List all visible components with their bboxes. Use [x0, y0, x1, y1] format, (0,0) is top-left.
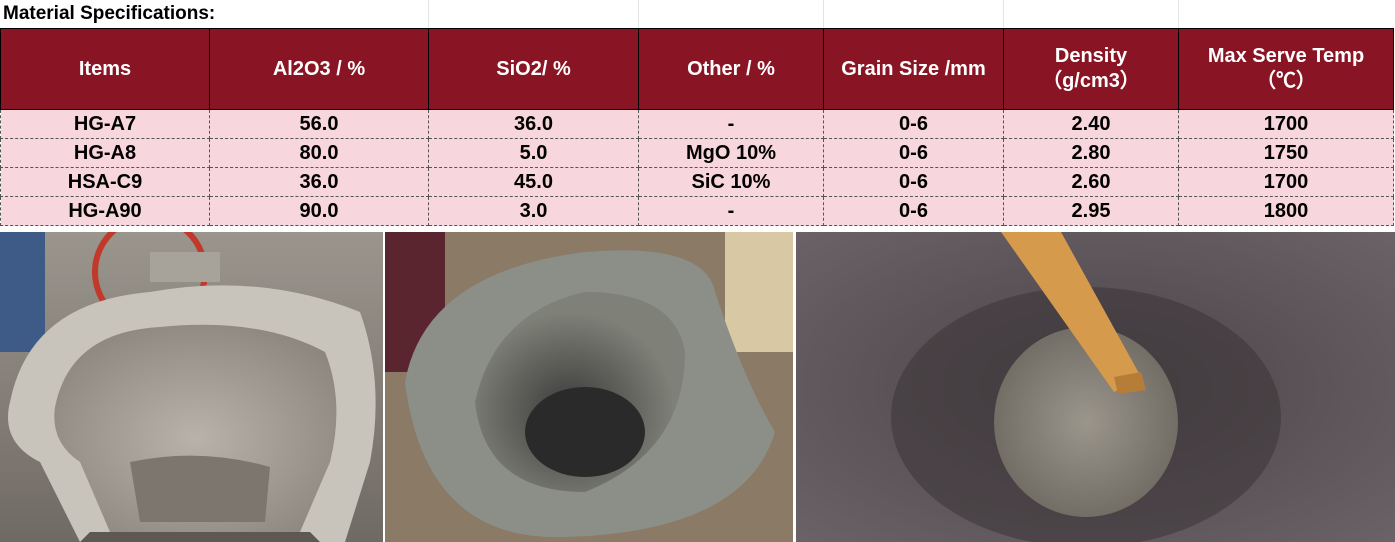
header-grain-size: Grain Size /mm	[823, 28, 1004, 110]
cell-item: HG-A90	[0, 196, 210, 226]
cell-density: 2.80	[1003, 138, 1179, 168]
cell-item: HG-A8	[0, 138, 210, 168]
header-density-label: Density	[1054, 45, 1128, 67]
grid-line	[823, 0, 824, 28]
header-al2o3: Al2O3 / %	[209, 28, 429, 110]
sheet-title: Material Specifications:	[3, 3, 216, 24]
cell-sio2: 5.0	[428, 138, 639, 168]
cell-grain-size: 0-6	[823, 196, 1004, 226]
header-density-unit: （g/cm3）	[1042, 70, 1140, 92]
cell-max-temp: 1700	[1178, 109, 1394, 139]
cell-grain-size: 0-6	[823, 109, 1004, 139]
cell-other: MgO 10%	[638, 138, 824, 168]
table-row: HG-A90 90.0 3.0 - 0-6 2.95 1800	[0, 196, 1394, 226]
header-items: Items	[0, 28, 210, 110]
header-density: Density （g/cm3）	[1003, 28, 1179, 110]
grid-line	[1178, 0, 1179, 28]
header-sio2: SiO2/ %	[428, 28, 639, 110]
casting-hose-photo	[796, 232, 1395, 542]
header-max-temp: Max Serve Temp （℃）	[1178, 28, 1394, 110]
cell-density: 2.95	[1003, 196, 1179, 226]
grid-line	[638, 0, 639, 28]
cell-sio2: 36.0	[428, 109, 639, 139]
cell-grain-size: 0-6	[823, 138, 1004, 168]
header-max-temp-label: Max Serve Temp	[1207, 45, 1365, 67]
header-max-temp-unit: （℃）	[1256, 70, 1316, 92]
cell-max-temp: 1700	[1178, 167, 1394, 197]
cell-al2o3: 36.0	[209, 167, 429, 197]
cell-max-temp: 1800	[1178, 196, 1394, 226]
table-row: HG-A7 56.0 36.0 - 0-6 2.40 1700	[0, 109, 1394, 139]
cell-grain-size: 0-6	[823, 167, 1004, 197]
lined-ladle-photo	[0, 232, 383, 542]
cell-other: SiC 10%	[638, 167, 824, 197]
cell-other: -	[638, 109, 824, 139]
cell-item: HG-A7	[0, 109, 210, 139]
cell-density: 2.60	[1003, 167, 1179, 197]
lined-funnel-photo	[385, 232, 793, 542]
grid-line	[1003, 0, 1004, 28]
cell-al2o3: 80.0	[209, 138, 429, 168]
cell-density: 2.40	[1003, 109, 1179, 139]
cell-al2o3: 90.0	[209, 196, 429, 226]
header-row: Items Al2O3 / % SiO2/ % Other / % Grain …	[0, 28, 1394, 110]
cell-item: HSA-C9	[0, 167, 210, 197]
header-other: Other / %	[638, 28, 824, 110]
grid-line	[428, 0, 429, 28]
material-spec-table: Items Al2O3 / % SiO2/ % Other / % Grain …	[0, 28, 1394, 226]
cell-sio2: 3.0	[428, 196, 639, 226]
cell-sio2: 45.0	[428, 167, 639, 197]
cell-al2o3: 56.0	[209, 109, 429, 139]
cell-other: -	[638, 196, 824, 226]
table-row: HSA-C9 36.0 45.0 SiC 10% 0-6 2.60 1700	[0, 167, 1394, 197]
table-row: HG-A8 80.0 5.0 MgO 10% 0-6 2.80 1750	[0, 138, 1394, 168]
spreadsheet: Material Specifications: Items Al2O3 / %…	[0, 0, 1395, 232]
cell-max-temp: 1750	[1178, 138, 1394, 168]
